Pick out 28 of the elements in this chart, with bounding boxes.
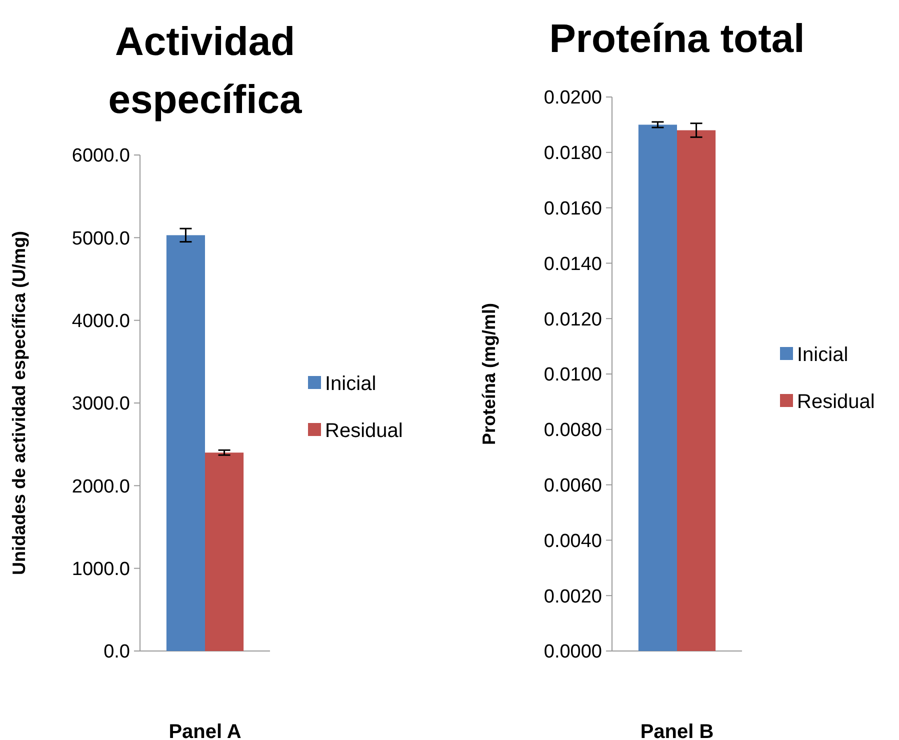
y-tick-label: 0.0040 [544, 530, 602, 552]
x-axis-title: Panel B [640, 721, 714, 740]
y-tick-label: 0.0000 [544, 642, 602, 663]
y-tick-label: 0.0160 [544, 198, 602, 220]
y-tick-label: 1000.0 [72, 558, 130, 580]
y-tick-label: 0.0020 [544, 586, 602, 608]
y-axis-title: Proteína (mg/ml) [479, 302, 499, 446]
y-tick-label: 0.0100 [544, 364, 602, 386]
y-axis-title: Unidades de actividad específica (U/mg) [9, 230, 29, 576]
chart-title: Proteína total [549, 17, 805, 61]
y-tick-label: 5000.0 [72, 228, 130, 250]
legend-label: Inicial [325, 373, 376, 395]
y-tick-label: 3000.0 [72, 394, 130, 415]
legend-label: Inicial [797, 344, 848, 366]
y-tick-label: 4000.0 [72, 310, 130, 332]
x-axis-title: Panel A [168, 721, 242, 740]
y-tick-label: 0.0060 [544, 475, 602, 496]
legend-label: Residual [325, 420, 403, 442]
y-tick-label: 0.0200 [544, 88, 602, 109]
y-tick-label: 0.0180 [544, 143, 602, 164]
legend-label: Residual [797, 391, 875, 413]
y-tick-label: 0.0140 [544, 254, 602, 275]
y-tick-label: 0.0 [104, 642, 130, 663]
y-tick-label: 0.0080 [544, 420, 602, 442]
chart-title: Actividad específica [108, 20, 302, 122]
y-tick-label: 0.0120 [544, 309, 602, 330]
y-tick-label: 2000.0 [72, 476, 130, 498]
y-tick-label: 6000.0 [72, 146, 130, 167]
